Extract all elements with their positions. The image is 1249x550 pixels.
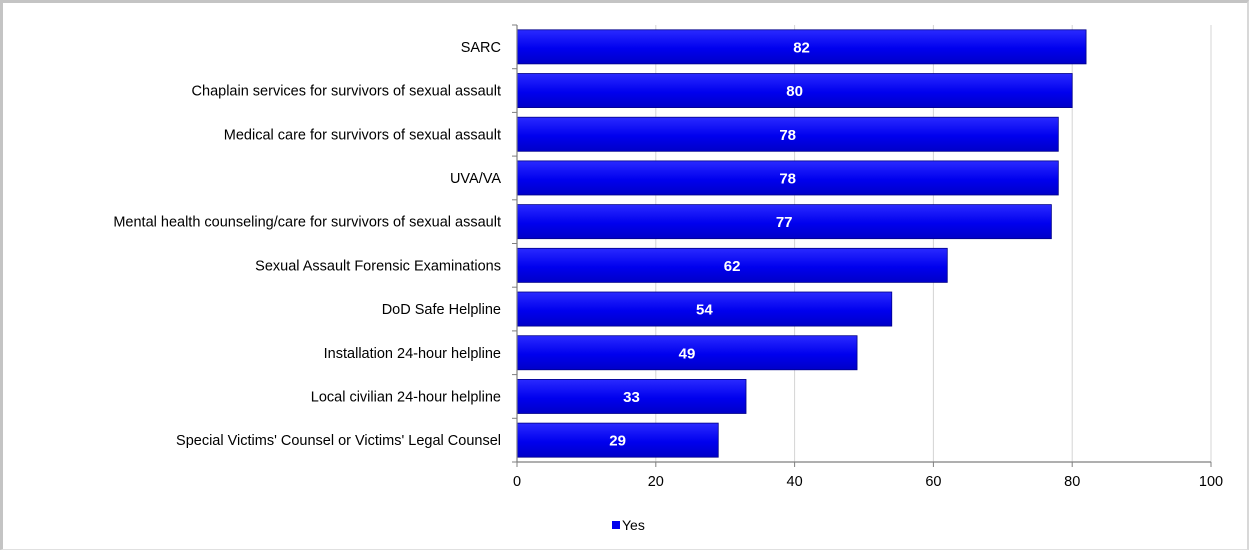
- category-label-6: DoD Safe Helpline: [382, 302, 501, 318]
- bar-9: [516, 422, 719, 458]
- bar-3: [516, 160, 1059, 196]
- data-label-7: 49: [679, 345, 696, 362]
- data-label-9: 29: [609, 433, 626, 450]
- bars: [516, 29, 1087, 458]
- legend-label: Yes: [622, 517, 645, 533]
- bar-6: [516, 291, 893, 327]
- legend: Yes: [612, 517, 645, 533]
- data-label-2: 78: [779, 127, 796, 144]
- x-tick-label-100: 100: [1199, 474, 1223, 490]
- labels: 82 SARC 80 Chaplain services for survivors …: [113, 39, 1223, 490]
- category-label-9: Special Victims' Counsel or Victims' Leg…: [176, 433, 501, 449]
- category-label-2: Medical care for survivors of sexual ass…: [224, 127, 501, 143]
- data-label-6: 54: [696, 302, 713, 319]
- category-label-5: Sexual Assault Forensic Examinations: [255, 258, 501, 274]
- data-label-4: 77: [776, 214, 793, 231]
- category-label-7: Installation 24-hour helpline: [324, 346, 501, 362]
- bar-8: [516, 379, 747, 414]
- bar-0: [516, 29, 1087, 65]
- data-label-8: 33: [623, 389, 640, 406]
- bar-4: [516, 204, 1052, 240]
- category-label-3: UVA/VA: [450, 171, 501, 187]
- data-label-5: 62: [724, 258, 741, 275]
- axes: [512, 24, 1212, 467]
- x-tick-label-40: 40: [787, 474, 803, 490]
- data-label-1: 80: [786, 83, 803, 100]
- category-label-8: Local civilian 24-hour helpline: [311, 389, 501, 405]
- bar-7: [516, 335, 858, 371]
- x-tick-label-60: 60: [925, 474, 941, 490]
- x-tick-label-80: 80: [1064, 474, 1080, 490]
- category-label-4: Mental health counseling/care for surviv…: [113, 215, 501, 231]
- category-label-1: Chaplain services for survivors of sexua…: [192, 84, 501, 100]
- legend-swatch: [612, 521, 620, 529]
- x-tick-label-20: 20: [648, 474, 664, 490]
- bar-5: [516, 247, 948, 283]
- data-label-0: 82: [793, 39, 810, 56]
- data-label-3: 78: [779, 170, 796, 187]
- x-tick-label-0: 0: [513, 474, 521, 490]
- category-label-0: SARC: [461, 40, 501, 56]
